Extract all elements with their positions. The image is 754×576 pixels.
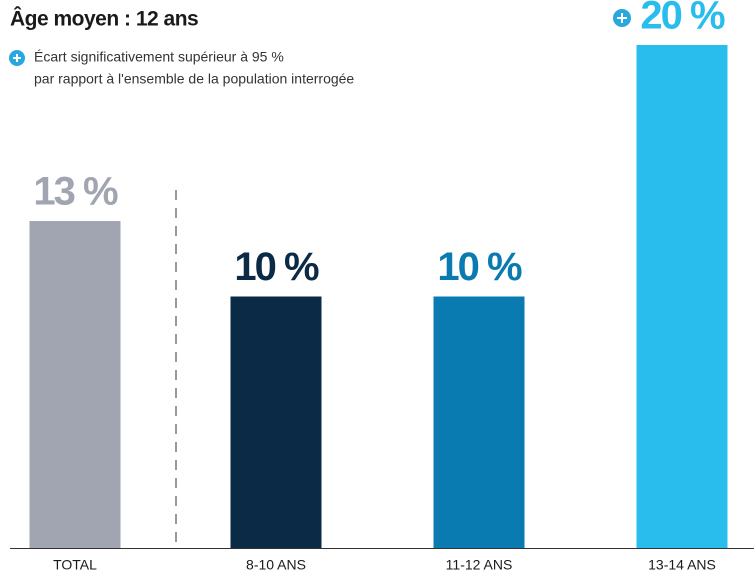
value-label: 10 % (234, 245, 319, 289)
chart-title: Âge moyen : 12 ans (10, 7, 198, 31)
note-line: Écart significativement supérieur à 95 % (34, 49, 284, 65)
value-label: 20 % (640, 0, 725, 38)
bar (230, 296, 322, 548)
x-tick-label: 8-10 ANS (246, 557, 306, 573)
x-tick-label: TOTAL (53, 557, 97, 573)
bar (636, 45, 728, 548)
significance-icon (613, 9, 631, 27)
bar (29, 221, 121, 549)
value-label: 10 % (437, 245, 522, 289)
note-icon (9, 50, 25, 66)
x-tick-label: 11-12 ANS (446, 557, 513, 573)
value-label: 13 % (33, 170, 118, 214)
note-line: par rapport à l'ensemble de la populatio… (34, 71, 354, 87)
x-tick-label: 13-14 ANS (648, 557, 716, 573)
bar (433, 296, 525, 548)
